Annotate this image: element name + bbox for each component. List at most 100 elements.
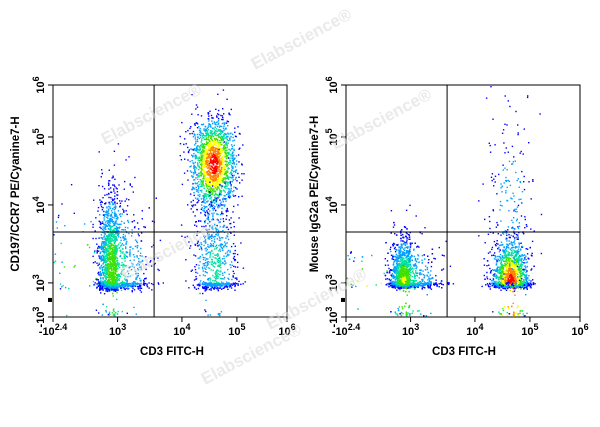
event-point [244, 281, 246, 283]
event-point [203, 185, 205, 187]
event-point [113, 150, 116, 152]
event-point [113, 217, 115, 219]
event-point [233, 161, 235, 164]
event-point [215, 155, 218, 157]
event-point [107, 280, 110, 282]
event-point [181, 121, 183, 124]
event-point [110, 218, 113, 220]
event-point [235, 155, 238, 157]
event-point [206, 144, 209, 146]
event-point [116, 264, 118, 266]
event-point [192, 130, 195, 133]
event-point [217, 259, 220, 261]
event-point [209, 153, 211, 155]
event-point [221, 172, 223, 174]
event-point [212, 155, 215, 157]
event-point [112, 199, 114, 202]
event-point [211, 201, 214, 204]
event-point [201, 163, 203, 165]
event-point [146, 284, 148, 287]
event-point [234, 284, 236, 286]
event-point [216, 138, 219, 141]
event-point [225, 183, 227, 185]
event-point [221, 181, 224, 183]
event-point [131, 282, 133, 284]
event-point [109, 227, 112, 230]
event-point [198, 126, 200, 128]
event-point [102, 303, 104, 306]
event-point [214, 150, 216, 153]
event-point [231, 162, 234, 165]
event-point [203, 166, 206, 168]
event-point [212, 135, 215, 137]
event-point [107, 210, 109, 213]
event-point [126, 270, 129, 272]
event-point [98, 237, 100, 239]
event-point [140, 291, 143, 293]
event-point [234, 282, 237, 284]
event-point [194, 149, 196, 151]
event-point [207, 136, 210, 138]
event-point [222, 118, 224, 121]
event-point [99, 282, 101, 285]
event-point [121, 229, 123, 231]
event-point [207, 216, 209, 219]
event-point [113, 249, 115, 251]
event-point [211, 188, 213, 190]
event-point [216, 259, 218, 261]
event-point [200, 145, 202, 147]
event-point [119, 255, 122, 258]
event-point [225, 193, 228, 196]
event-point [198, 220, 200, 222]
event-point [105, 277, 107, 280]
event-point [218, 151, 220, 153]
event-point [112, 263, 115, 265]
event-point [221, 162, 224, 165]
event-point [96, 287, 98, 289]
event-point [105, 260, 107, 262]
event-point [207, 244, 209, 246]
event-point [131, 221, 134, 223]
event-point [104, 267, 107, 269]
event-point [223, 198, 226, 200]
event-point [201, 286, 204, 288]
event-point [196, 106, 199, 108]
event-point [196, 231, 198, 234]
event-point [212, 287, 215, 289]
event-point [138, 261, 140, 263]
event-point [215, 199, 217, 201]
event-point [229, 223, 231, 225]
event-point [196, 174, 198, 176]
event-point [210, 167, 212, 169]
event-point [110, 232, 112, 234]
event-point [235, 169, 237, 171]
event-point [208, 246, 210, 248]
event-point [211, 205, 213, 207]
event-point [100, 277, 102, 279]
event-point [205, 258, 208, 260]
event-point [195, 122, 197, 124]
event-point [213, 284, 216, 286]
event-point [204, 286, 207, 288]
event-point [143, 279, 145, 281]
event-point [196, 157, 198, 159]
event-point [202, 283, 204, 285]
event-point [114, 271, 117, 273]
event-point [212, 163, 215, 165]
event-point [102, 288, 104, 290]
event-point [124, 257, 126, 259]
event-point [110, 248, 113, 250]
event-point [213, 194, 215, 196]
event-point [117, 283, 119, 285]
event-point [198, 129, 201, 132]
event-point [231, 155, 234, 157]
event-point [215, 284, 217, 286]
event-point [117, 217, 119, 219]
event-point [217, 151, 219, 153]
event-point [105, 239, 107, 242]
event-point [202, 197, 205, 200]
event-point [198, 137, 201, 140]
event-point [118, 277, 121, 280]
event-point [118, 227, 120, 229]
event-point [220, 311, 223, 313]
